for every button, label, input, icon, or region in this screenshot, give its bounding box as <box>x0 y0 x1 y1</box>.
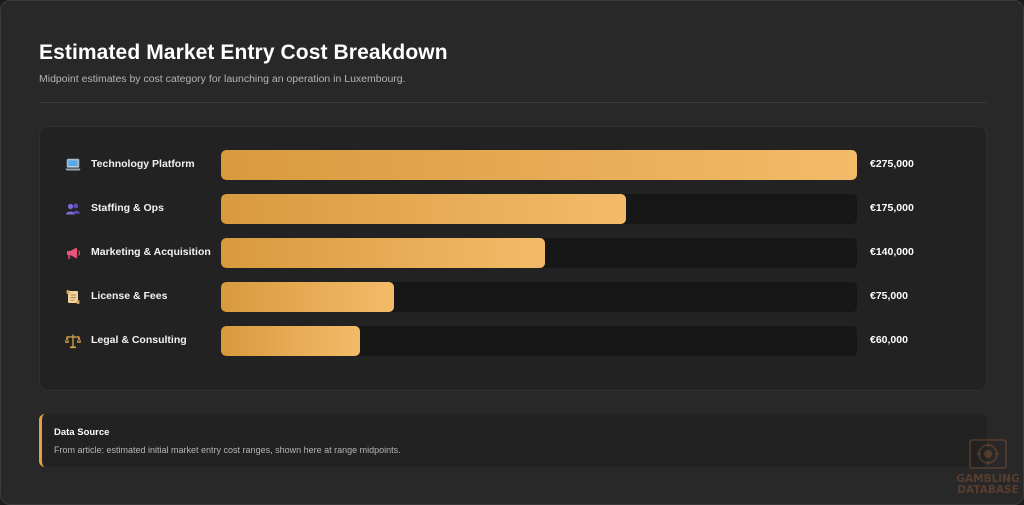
bar-row: Staffing & Ops €175,000 <box>40 194 988 224</box>
bar-chart: Technology Platform €275,000 Staffing & Op… <box>39 126 987 391</box>
scales-icon <box>64 334 82 349</box>
bar-value-label: €75,000 <box>870 290 908 302</box>
bar-track <box>221 326 857 356</box>
bar-row: Technology Platform €275,000 <box>40 150 988 180</box>
bar <box>221 326 360 356</box>
source-text: From article: estimated initial market e… <box>54 445 401 455</box>
laptop-icon <box>65 158 81 171</box>
watermark-emblem-icon <box>969 439 1007 469</box>
watermark-line-2: DATABASE <box>957 484 1019 496</box>
bar-track <box>221 150 857 180</box>
bar <box>221 238 545 268</box>
bar-category-label: Staffing & Ops <box>91 202 164 214</box>
bar <box>221 150 857 180</box>
bar-category-label: Marketing & Acquisition <box>91 246 211 258</box>
watermark-logo: GAMBLING DATABASE <box>953 437 1023 503</box>
page-title: Estimated Market Entry Cost Breakdown <box>39 41 448 64</box>
bar-value-label: €140,000 <box>870 246 914 258</box>
people-icon <box>66 203 80 215</box>
watermark-line-1: GAMBLING <box>956 473 1020 485</box>
bar-track <box>221 194 857 224</box>
bar-category-label: Legal & Consulting <box>91 334 187 346</box>
bar-value-label: €175,000 <box>870 202 914 214</box>
bar-value-label: €60,000 <box>870 334 908 346</box>
scroll-icon <box>66 290 80 304</box>
bar <box>221 194 626 224</box>
bar <box>221 282 394 312</box>
bar-category-label: License & Fees <box>91 290 168 302</box>
bar-row: Legal & Consulting €60,000 <box>40 326 988 356</box>
data-source-card: Data Source From article: estimated init… <box>39 414 987 467</box>
header-divider <box>39 102 987 103</box>
bar-row: Marketing & Acquisition €140,000 <box>40 238 988 268</box>
bar-category-label: Technology Platform <box>91 158 195 170</box>
bar-value-label: €275,000 <box>870 158 914 170</box>
bar-track <box>221 238 857 268</box>
source-title: Data Source <box>54 427 110 438</box>
page-subtitle: Midpoint estimates by cost category for … <box>39 73 406 85</box>
bar-track <box>221 282 857 312</box>
megaphone-icon <box>67 247 80 259</box>
watermark-text: GAMBLING DATABASE <box>953 474 1023 496</box>
bar-row: License & Fees €75,000 <box>40 282 988 312</box>
